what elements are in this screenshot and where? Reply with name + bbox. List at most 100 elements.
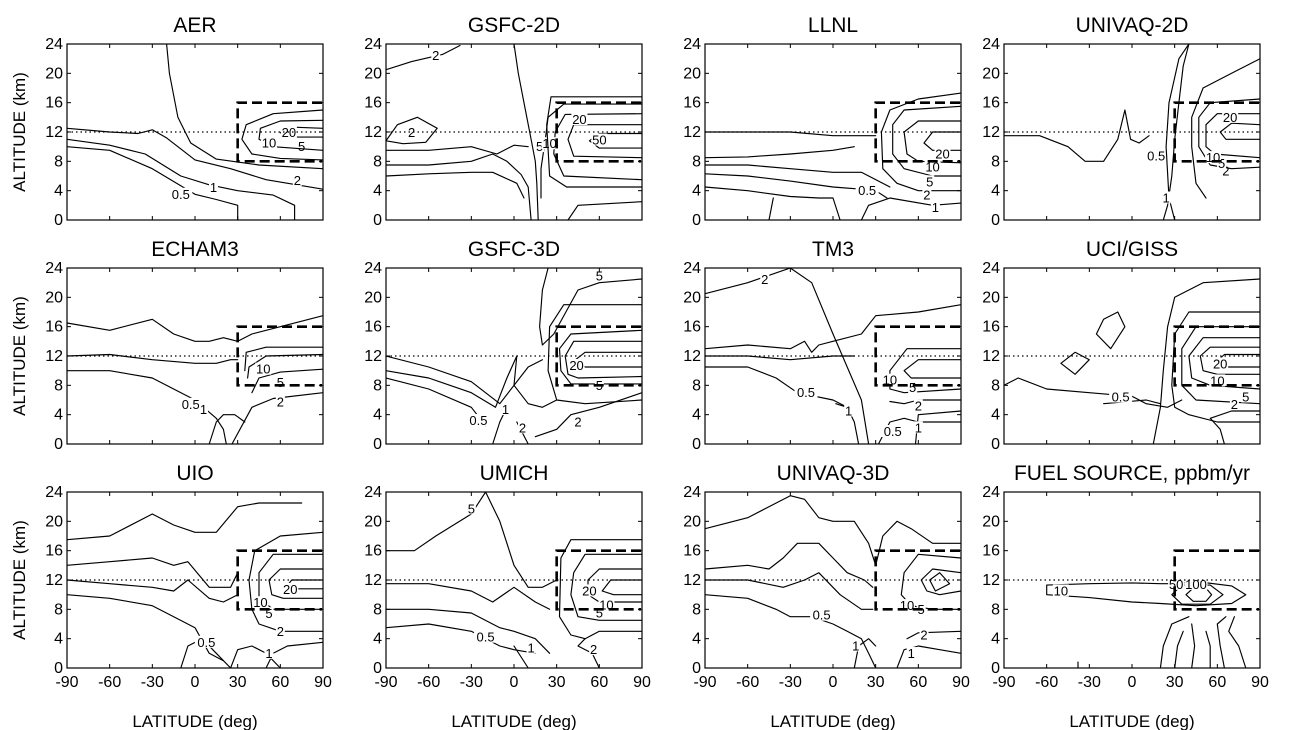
y-tick-label: 0 [692,660,701,677]
y-tick-label: 16 [683,319,701,336]
contour-label: 10 [256,362,270,377]
y-axis-label: ALTITUDE (km) [10,520,29,640]
contour-label: 1 [200,402,207,417]
contour-label-bg [760,273,770,286]
contour-line [67,594,224,662]
contour-label: 5 [298,139,305,154]
contour-label-bg [474,630,498,643]
contour-line [705,366,848,408]
contour-label: 2 [277,624,284,639]
contour-label-bg [199,403,209,415]
contour-label: 2 [519,420,526,435]
contour-label: 2 [294,173,301,188]
contour-line [1209,410,1260,444]
contour-label: 1 [265,646,272,661]
contour-label-bg [179,397,203,410]
contour-line [485,492,558,588]
contour-label-bg [881,373,898,386]
y-tick-label: 20 [982,513,1000,530]
contour-line [880,92,961,192]
contour-label: 1 [527,641,534,656]
x-tick-label: -30 [141,674,164,691]
y-tick-label: 8 [991,601,1000,618]
y-tick-label: 12 [45,572,63,589]
source-region-box [555,549,641,611]
contour-label-bg [908,381,918,393]
y-tick-label: 8 [54,153,63,170]
contour-label: 10 [1206,150,1220,165]
contour-line [241,109,323,161]
contour-line [67,138,296,220]
contour-line [564,340,642,379]
contour-line [513,44,539,220]
contour-line [1191,623,1196,668]
contour-label-bg [541,137,558,150]
contour-line [386,171,525,199]
contour-label: 1 [210,180,217,195]
contour-label: 2 [761,272,768,287]
y-tick-label: 12 [364,124,382,141]
x-tick-label: 90 [314,674,332,691]
contour-label-bg [1161,191,1171,204]
x-tick-label: -30 [779,674,802,691]
contour-label: 2 [1222,163,1229,178]
x-tick-label: 60 [1208,674,1226,691]
plot-frame [385,267,643,445]
contour-group: 2 0.5 1 0.5 1 2 5 10 [705,268,961,444]
contour-label: 2 [915,398,922,413]
contour-line [875,520,961,566]
contour-label-bg [260,136,277,149]
contour-line [929,572,951,592]
y-tick-label: 24 [45,36,63,53]
contour-line [265,641,323,668]
y-tick-label: 16 [683,95,701,112]
source-region-box [236,101,322,163]
y-tick-label: 20 [982,289,1000,306]
contour-line [1174,630,1184,668]
contour-label: 2 [923,188,930,203]
contour-label: 5 [277,375,284,390]
contour-label: 5 [596,605,603,620]
contour-label: 10 [253,595,267,610]
contour-label: 5 [909,380,916,395]
y-tick-label: 16 [364,543,382,560]
contour-label-bg [535,140,545,153]
contour-label-bg [264,646,274,659]
contour-label: 10 [900,598,914,613]
contour-label: 5 [926,174,933,189]
contour-group: 10 50 100 [1046,577,1247,668]
x-tick-label: 0 [191,674,200,691]
contour-label: 5 [265,606,272,621]
x-tick-label: 60 [590,674,608,691]
panel-title: UMICH [480,462,549,485]
contour-line [539,268,642,346]
contour-line [386,492,487,552]
contour-label: 20 [283,582,297,597]
contour-line [67,579,239,603]
contour-label: 2 [408,125,415,140]
y-tick-label: 0 [54,212,63,229]
contour-line [547,304,642,405]
contour-line [251,368,323,394]
contour-label-bg [1241,390,1251,403]
y-tick-label: 24 [683,260,701,277]
y-tick-label: 8 [991,377,1000,394]
contour-line [705,146,855,159]
contour-line [577,630,642,668]
source-region-box [236,549,322,611]
contour-label: 20 [582,583,596,598]
plot-frame [1003,491,1261,669]
contour-label-bg [282,583,299,595]
contour-label: 5 [468,501,475,516]
contour-label-bg [169,187,193,200]
contour-line [268,568,323,599]
